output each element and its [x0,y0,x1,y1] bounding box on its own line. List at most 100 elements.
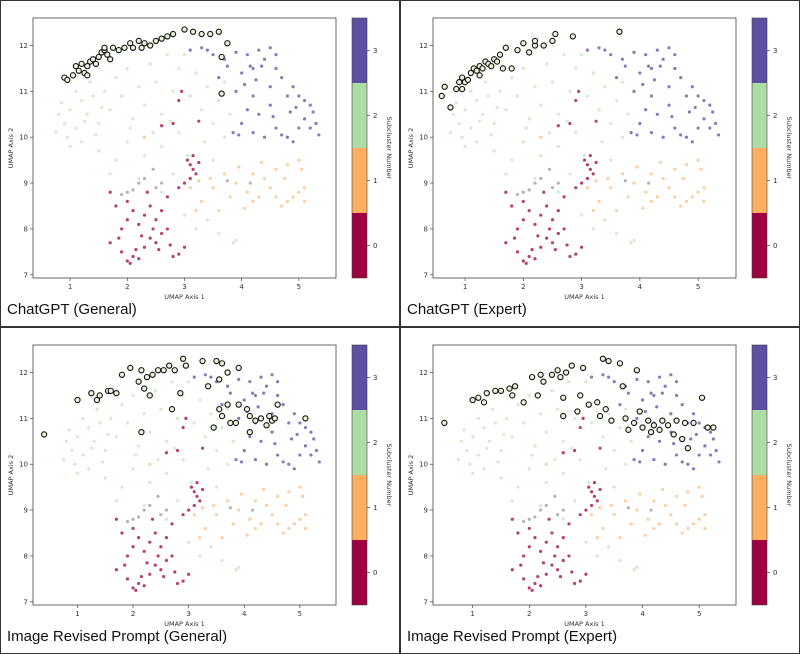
point-subcluster-0 [527,254,531,259]
highlighted-point [118,371,126,378]
point-subcluster-2 [177,131,181,135]
highlighted-point [138,44,145,51]
point-subcluster-0 [150,517,155,521]
point-subcluster-3 [260,64,264,68]
point-subcluster-0 [131,526,135,531]
point-subcluster-0 [582,158,587,162]
highlighted-point [537,371,544,378]
highlighted-point [232,419,240,427]
point-subcluster-2 [202,140,207,144]
point-subcluster-2 [584,380,588,384]
point-subcluster-0 [539,245,543,249]
point-subcluster-2 [480,112,485,116]
point-subcluster-unassigned [539,176,543,181]
point-subcluster-2 [565,119,569,123]
point-subcluster-3 [702,117,706,121]
point-subcluster-2 [234,568,238,572]
point-subcluster-2 [54,131,58,135]
highlighted-point [464,76,472,84]
point-subcluster-0 [191,167,195,171]
highlighted-point [656,426,663,433]
point-subcluster-2 [561,471,565,475]
point-subcluster-0 [510,517,514,521]
point-subcluster-2 [545,62,549,66]
point-subcluster-unassigned [539,508,543,512]
point-subcluster-2 [120,485,124,489]
point-subcluster-3 [288,110,292,114]
point-subcluster-3 [674,393,679,398]
point-subcluster-3 [240,71,244,75]
point-subcluster-2 [125,421,130,425]
point-subcluster-2 [91,94,95,98]
point-subcluster-3 [298,453,302,457]
point-subcluster-1 [297,158,301,162]
point-subcluster-2 [142,153,147,158]
point-subcluster-3 [680,403,684,407]
point-subcluster-2 [171,172,175,176]
point-subcluster-3 [638,460,642,464]
point-subcluster-2 [488,439,492,443]
highlighted-point [164,33,171,40]
point-subcluster-unassigned [561,508,565,512]
point-subcluster-0 [527,526,531,531]
point-subcluster-0 [598,446,602,450]
point-subcluster-0 [108,241,112,245]
highlighted-point [215,28,222,35]
highlighted-point [579,364,587,372]
y-tick-label: 10 [19,461,28,469]
highlighted-point [218,90,225,97]
highlighted-point [557,373,564,381]
point-subcluster-3 [256,405,260,409]
highlighted-point [645,417,652,424]
point-subcluster-2 [578,458,582,462]
highlighted-point [554,367,561,374]
point-subcluster-2 [550,389,554,393]
point-subcluster-2 [498,89,502,93]
point-subcluster-3 [673,66,677,71]
point-subcluster-3 [640,398,645,402]
point-subcluster-2 [137,176,141,181]
point-subcluster-0 [544,572,548,576]
point-subcluster-3 [262,57,267,61]
point-subcluster-3 [689,437,693,441]
plot-area [432,344,737,606]
point-subcluster-0 [533,535,537,540]
colorbar-segment-2 [352,83,367,148]
point-subcluster-2 [451,112,455,116]
colorbar-segment-1 [352,475,367,540]
point-subcluster-3 [632,458,636,462]
highlighted-point [549,37,556,45]
highlighted-point [78,60,85,68]
point-subcluster-0 [547,517,551,521]
point-subcluster-1 [251,172,255,176]
point-subcluster-2 [114,76,118,80]
y-axis-label: UMAP Axis 2 [407,455,415,496]
point-subcluster-2 [65,135,69,139]
point-subcluster-2 [153,389,157,393]
point-subcluster-unassigned [527,188,531,192]
point-subcluster-1 [660,487,664,492]
point-subcluster-2 [131,393,135,398]
colorbar-segment-3 [752,345,767,410]
highlighted-point [246,428,253,436]
point-subcluster-1 [623,499,628,503]
point-subcluster-1 [284,503,288,508]
point-subcluster-2 [568,89,572,93]
point-subcluster-1 [208,176,212,181]
colorbar-segment-0 [752,213,767,278]
colorbar-tick-label: 0 [773,569,777,577]
point-subcluster-3 [667,103,671,107]
point-subcluster-0 [154,241,158,245]
point-subcluster-1 [661,176,665,181]
highlighted-point [560,412,567,420]
point-subcluster-2 [108,172,112,176]
point-subcluster-2 [561,439,565,443]
point-subcluster-3 [672,441,676,446]
highlighted-point [109,44,117,51]
point-subcluster-3 [663,384,667,388]
point-subcluster-3 [270,373,274,377]
point-subcluster-2 [206,467,210,471]
highlighted-point [216,406,223,413]
point-subcluster-1 [264,503,269,508]
